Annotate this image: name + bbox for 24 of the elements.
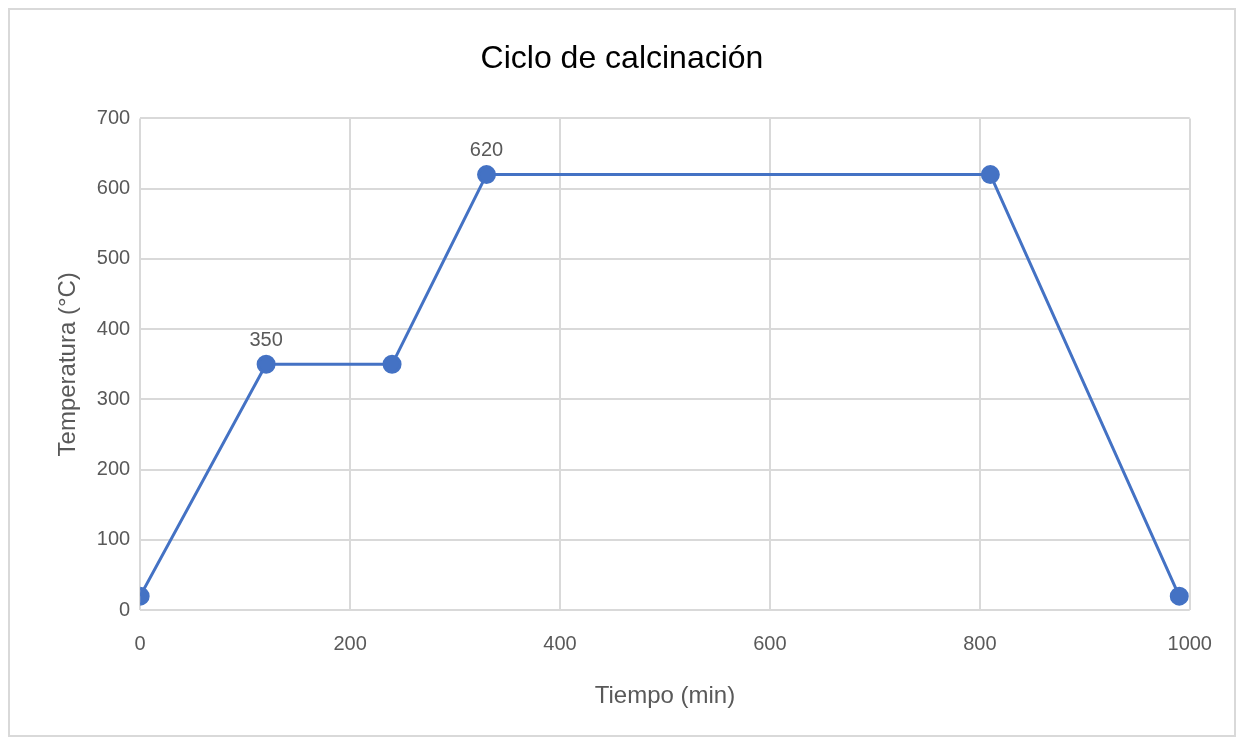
y-tick-label: 500 — [96, 246, 131, 269]
point — [256, 354, 276, 374]
y-tick-label: 600 — [96, 176, 131, 199]
point — [382, 354, 402, 374]
y-tick-label: 300 — [96, 386, 131, 409]
x-tick-label: 200 — [333, 631, 367, 654]
x-tick-label: 600 — [753, 631, 787, 654]
y-tick-label: 200 — [96, 457, 131, 480]
x-axis-title: Tiempo (min) — [594, 681, 736, 709]
chart-title: Ciclo de calcinación — [480, 39, 764, 76]
y-tick-label: 0 — [119, 597, 131, 620]
point — [477, 165, 497, 185]
x-tick-label: 800 — [963, 631, 997, 654]
x-tick-label: 0 — [134, 631, 146, 654]
y-tick-label: 400 — [96, 316, 131, 339]
y-tick-label: 700 — [96, 105, 131, 128]
y-tick-label: 100 — [96, 527, 131, 550]
x-tick-label: 400 — [543, 631, 577, 654]
x-tick-label: 1000 — [1167, 631, 1212, 654]
point — [1169, 586, 1189, 606]
point — [980, 165, 1000, 185]
data-label: 350 — [249, 327, 283, 350]
y-axis-title: Temperatura (°C) — [53, 272, 81, 457]
data-label: 620 — [469, 138, 504, 161]
